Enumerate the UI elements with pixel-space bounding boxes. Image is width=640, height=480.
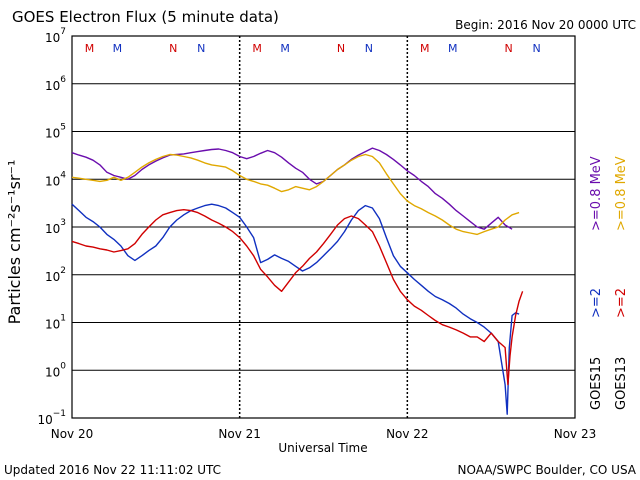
y-tick-label-0: 10−1 — [37, 409, 66, 427]
x-tick-labels: Nov 20 Nov 21 Nov 22 Nov 23 — [51, 427, 597, 441]
legend: GOES15 GOES13 >=2 >=2 >=0.8 MeV >=0.8 Me… — [589, 156, 629, 410]
x-axis-label: Universal Time — [278, 441, 367, 455]
y-tick-labels: 10−1 100 101 102 103 104 105 106 107 — [37, 27, 66, 427]
x-tick-label-3: Nov 23 — [554, 427, 597, 441]
y-tick-label-7: 106 — [45, 75, 66, 93]
marker-2: N — [169, 42, 177, 55]
y-axis-label: Particles cm⁻²s⁻¹sr⁻¹ — [5, 160, 24, 325]
y-tick-label-5: 104 — [45, 170, 66, 188]
chart-title: GOES Electron Flux (5 minute data) — [12, 8, 279, 26]
series-line-3 — [71, 208, 524, 386]
marker-11: N — [532, 42, 540, 55]
legend-goes15: GOES15 — [589, 357, 604, 410]
legend-goes13: GOES13 — [614, 357, 629, 410]
updated-timestamp: Updated 2016 Nov 22 11:11:02 UTC — [4, 463, 221, 477]
begin-date-label: Begin: 2016 Nov 20 0000 UTC — [455, 18, 636, 32]
y-tick-label-4: 103 — [45, 218, 66, 236]
marker-8: M — [420, 42, 430, 55]
marker-6: N — [337, 42, 345, 55]
marker-9: M — [448, 42, 458, 55]
x-tick-label-0: Nov 20 — [51, 427, 94, 441]
marker-7: N — [365, 42, 373, 55]
y-tick-label-1: 100 — [45, 361, 66, 379]
series-line-0 — [71, 147, 513, 230]
legend-goes15-08mev: >=0.8 MeV — [589, 156, 604, 231]
y-tick-label-8: 107 — [45, 27, 66, 45]
y-tick-label-3: 102 — [45, 266, 66, 284]
legend-goes13-08mev: >=0.8 MeV — [614, 156, 629, 231]
legend-goes15-2mev: >=2 — [589, 288, 604, 318]
marker-5: M — [280, 42, 290, 55]
marker-3: N — [197, 42, 205, 55]
legend-goes13-2mev: >=2 — [614, 288, 629, 318]
series-line-1 — [71, 153, 520, 236]
series-lines — [71, 147, 524, 415]
y-tick-label-2: 101 — [45, 314, 66, 332]
marker-10: N — [505, 42, 513, 55]
x-tick-label-2: Nov 22 — [386, 427, 429, 441]
marker-0: M — [85, 42, 95, 55]
y-tick-label-6: 105 — [45, 123, 66, 141]
series-line-2 — [71, 203, 520, 415]
credit-label: NOAA/SWPC Boulder, CO USA — [458, 463, 637, 477]
x-tick-label-1: Nov 21 — [218, 427, 261, 441]
marker-4: M — [252, 42, 262, 55]
marker-1: M — [113, 42, 123, 55]
